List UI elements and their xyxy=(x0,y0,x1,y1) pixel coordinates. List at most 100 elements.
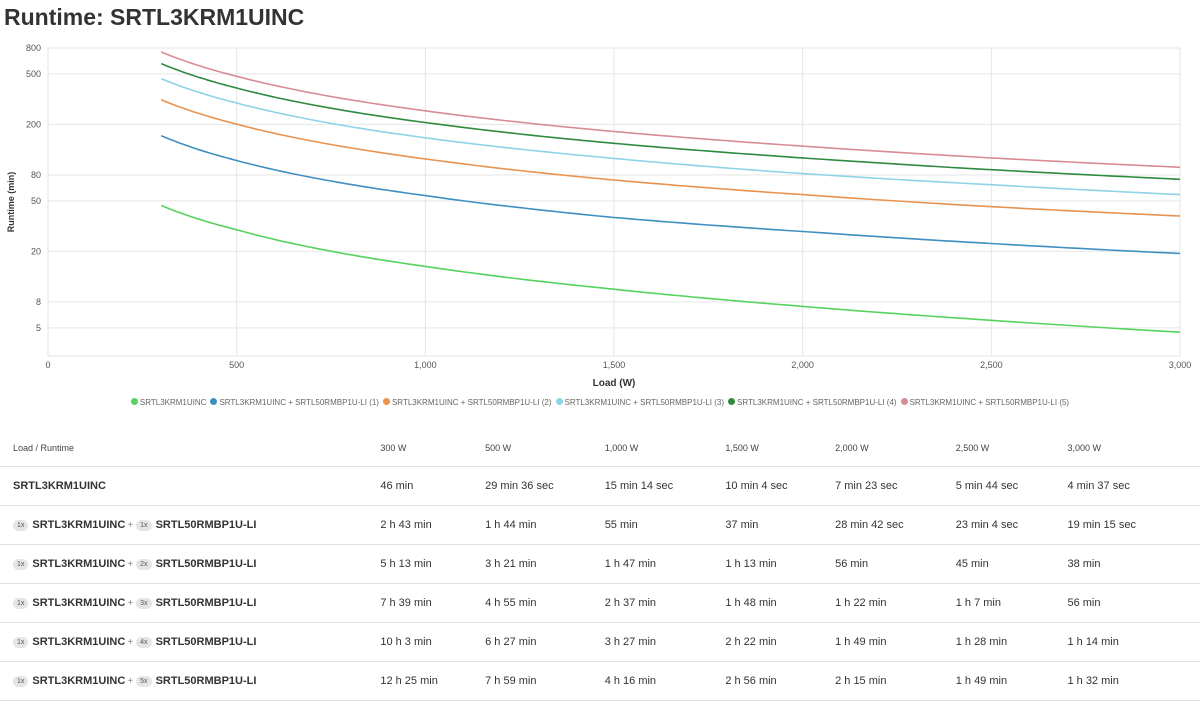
y-tick-label: 80 xyxy=(31,170,41,180)
table-header-cell: 2,500 W xyxy=(955,442,990,453)
x-tick-label: 500 xyxy=(229,360,244,370)
y-tick-label: 20 xyxy=(31,246,41,256)
table-row: 1x SRTL3KRM1UINC +3x SRTL50RMBP1U-LI 7 h 39 … xyxy=(0,583,1200,623)
table-row: 1x SRTL3KRM1UINC +2x SRTL50RMBP1U-LI 5 h 13 … xyxy=(0,544,1200,584)
runtime-cell: 5 h 13 min xyxy=(380,544,486,584)
runtime-cell: 3 h 21 min xyxy=(485,544,605,584)
runtime-cell: 56 min xyxy=(835,544,956,584)
legend-label: SRTL3KRM1UINC + SRTL50RMBP1U-LI (3) xyxy=(564,398,725,407)
table-header-cell: 1,500 W xyxy=(725,442,759,453)
runtime-cell: 4 h 16 min xyxy=(604,661,726,701)
runtime-cell: 2 h 56 min xyxy=(725,661,836,701)
configuration-cell: 1x SRTL3KRM1UINC +5x SRTL50RMBP1U-LI xyxy=(0,661,381,701)
x-tick-label: 1,000 xyxy=(414,360,437,370)
x-tick-label: 0 xyxy=(45,360,50,370)
legend-item-6[interactable]: SRTL3KRM1UINC + SRTL50RMBP1U-LI (5) xyxy=(900,398,1070,407)
plus-sign: + xyxy=(127,559,134,570)
legend-label: SRTL3KRM1UINC + SRTL50RMBP1U-LI (5) xyxy=(909,398,1070,407)
legend-item-2[interactable]: SRTL3KRM1UINC + SRTL50RMBP1U-LI (1) xyxy=(210,398,379,407)
runtime-cell: 4 min 37 sec xyxy=(1067,466,1200,506)
y-axis-label: Runtime (min) xyxy=(6,172,16,233)
configuration-cell: 1x SRTL3KRM1UINC +3x SRTL50RMBP1U-LI xyxy=(0,583,381,623)
runtime-cell: 1 h 48 min xyxy=(725,583,836,623)
table-header-cell: 2,000 W xyxy=(835,442,869,453)
y-tick-label: 500 xyxy=(26,69,41,79)
ups-model: SRTL3KRM1UINC xyxy=(32,597,126,609)
table-row: 1x SRTL3KRM1UINC +4x SRTL50RMBP1U-LI 10 h 3 … xyxy=(0,622,1200,662)
legend-item-5[interactable]: SRTL3KRM1UINC + SRTL50RMBP1U-LI (4) xyxy=(728,398,897,407)
configuration-cell: 1x SRTL3KRM1UINC +2x SRTL50RMBP1U-LI xyxy=(0,544,381,584)
table-header-row: Load / Runtime 300 W 500 W 1,000 W 1,500 W 2… xyxy=(0,429,1200,467)
legend-dot-icon xyxy=(555,398,563,406)
runtime-cell: 45 min xyxy=(955,544,1068,584)
series-line-3 xyxy=(160,98,1181,217)
runtime-cell: 23 min 4 sec xyxy=(955,505,1068,545)
quantity-badge: 4x xyxy=(136,636,152,648)
battery-pack-model: SRTL50RMBP1U-LI xyxy=(155,636,257,648)
runtime-cell: 37 min xyxy=(725,505,836,545)
runtime-cell: 1 h 13 min xyxy=(725,544,836,584)
runtime-cell: 2 h 43 min xyxy=(380,505,486,545)
runtime-cell: 15 min 14 sec xyxy=(604,466,726,506)
y-tick-label: 8 xyxy=(36,297,41,307)
chart-grid xyxy=(47,47,1181,357)
legend-item-3[interactable]: SRTL3KRM1UINC + SRTL50RMBP1U-LI (2) xyxy=(382,398,552,407)
legend-dot-icon xyxy=(210,398,218,406)
runtime-cell: 12 h 25 min xyxy=(380,661,486,701)
runtime-cell: 3 h 27 min xyxy=(604,622,726,662)
runtime-cell: 7 h 59 min xyxy=(485,661,605,701)
ups-model: SRTL3KRM1UINC xyxy=(32,558,126,570)
table-row: 1x SRTL3KRM1UINC +1x SRTL50RMBP1U-LI 2 h 43 … xyxy=(0,505,1200,545)
legend-label: SRTL3KRM1UINC + SRTL50RMBP1U-LI (2) xyxy=(391,398,552,407)
legend-label: SRTL3KRM1UINC xyxy=(139,398,207,407)
quantity-badge: 1x xyxy=(136,519,152,531)
legend-dot-icon xyxy=(130,398,138,406)
ups-model: SRTL3KRM1UINC xyxy=(32,675,126,687)
ups-model: SRTL3KRM1UINC xyxy=(32,636,126,648)
runtime-cell: 1 h 32 min xyxy=(1067,661,1200,701)
y-tick-label: 5 xyxy=(36,323,41,333)
configuration-cell: 1x SRTL3KRM1UINC +4x SRTL50RMBP1U-LI xyxy=(0,622,381,662)
quantity-badge: 2x xyxy=(136,558,152,570)
runtime-cell: 29 min 36 sec xyxy=(485,466,605,506)
runtime-chart: 0 500 1,000 1,500 2,000 2,500 3,000 5 8 20 50 80 200… xyxy=(6,43,1192,389)
table-header-cell: 1,000 W xyxy=(604,442,639,453)
chart-legend: SRTL3KRM1UINC SRTL3KRM1UINC + SRTL50RMBP1… xyxy=(0,398,1200,407)
legend-label: SRTL3KRM1UINC + SRTL50RMBP1U-LI (1) xyxy=(219,398,379,407)
battery-pack-model: SRTL50RMBP1U-LI xyxy=(155,675,257,687)
series-line-4 xyxy=(160,77,1181,196)
quantity-badge: 1x xyxy=(13,675,29,687)
runtime-cell: 38 min xyxy=(1067,544,1200,584)
quantity-badge: 1x xyxy=(13,597,29,609)
runtime-cell: 10 h 3 min xyxy=(380,622,486,662)
legend-item-4[interactable]: SRTL3KRM1UINC + SRTL50RMBP1U-LI (3) xyxy=(555,398,725,407)
x-tick-label: 3,000 xyxy=(1169,360,1192,370)
quantity-badge: 3x xyxy=(136,597,152,609)
legend-dot-icon xyxy=(382,398,390,406)
quantity-badge: 5x xyxy=(136,675,152,687)
runtime-cell: 2 h 37 min xyxy=(604,583,726,623)
runtime-cell: 1 h 49 min xyxy=(835,622,956,662)
table-row: 1x SRTL3KRM1UINC +5x SRTL50RMBP1U-LI 12 h 25… xyxy=(0,661,1200,701)
runtime-cell: 1 h 28 min xyxy=(955,622,1068,662)
runtime-cell: 19 min 15 sec xyxy=(1067,505,1200,545)
quantity-badge: 1x xyxy=(13,519,29,531)
plus-sign: + xyxy=(127,598,134,609)
ups-model: SRTL3KRM1UINC xyxy=(32,519,126,531)
table-header-cell: 300 W xyxy=(380,442,407,453)
y-tick-label: 200 xyxy=(26,119,41,129)
chart-series xyxy=(160,51,1181,333)
runtime-cell: 6 h 27 min xyxy=(485,622,605,662)
series-line-1 xyxy=(160,204,1181,333)
runtime-cell: 2 h 22 min xyxy=(725,622,836,662)
battery-pack-model: SRTL50RMBP1U-LI xyxy=(155,558,257,570)
quantity-badge: 1x xyxy=(13,558,29,570)
plus-sign: + xyxy=(127,520,134,531)
x-tick-label: 1,500 xyxy=(603,360,626,370)
legend-item-1[interactable]: SRTL3KRM1UINC xyxy=(130,398,207,407)
runtime-cell: 46 min xyxy=(380,466,486,506)
runtime-cell: 10 min 4 sec xyxy=(725,466,836,506)
legend-dot-icon xyxy=(728,398,736,406)
ups-model: SRTL3KRM1UINC xyxy=(13,480,106,492)
plus-sign: + xyxy=(127,637,134,648)
